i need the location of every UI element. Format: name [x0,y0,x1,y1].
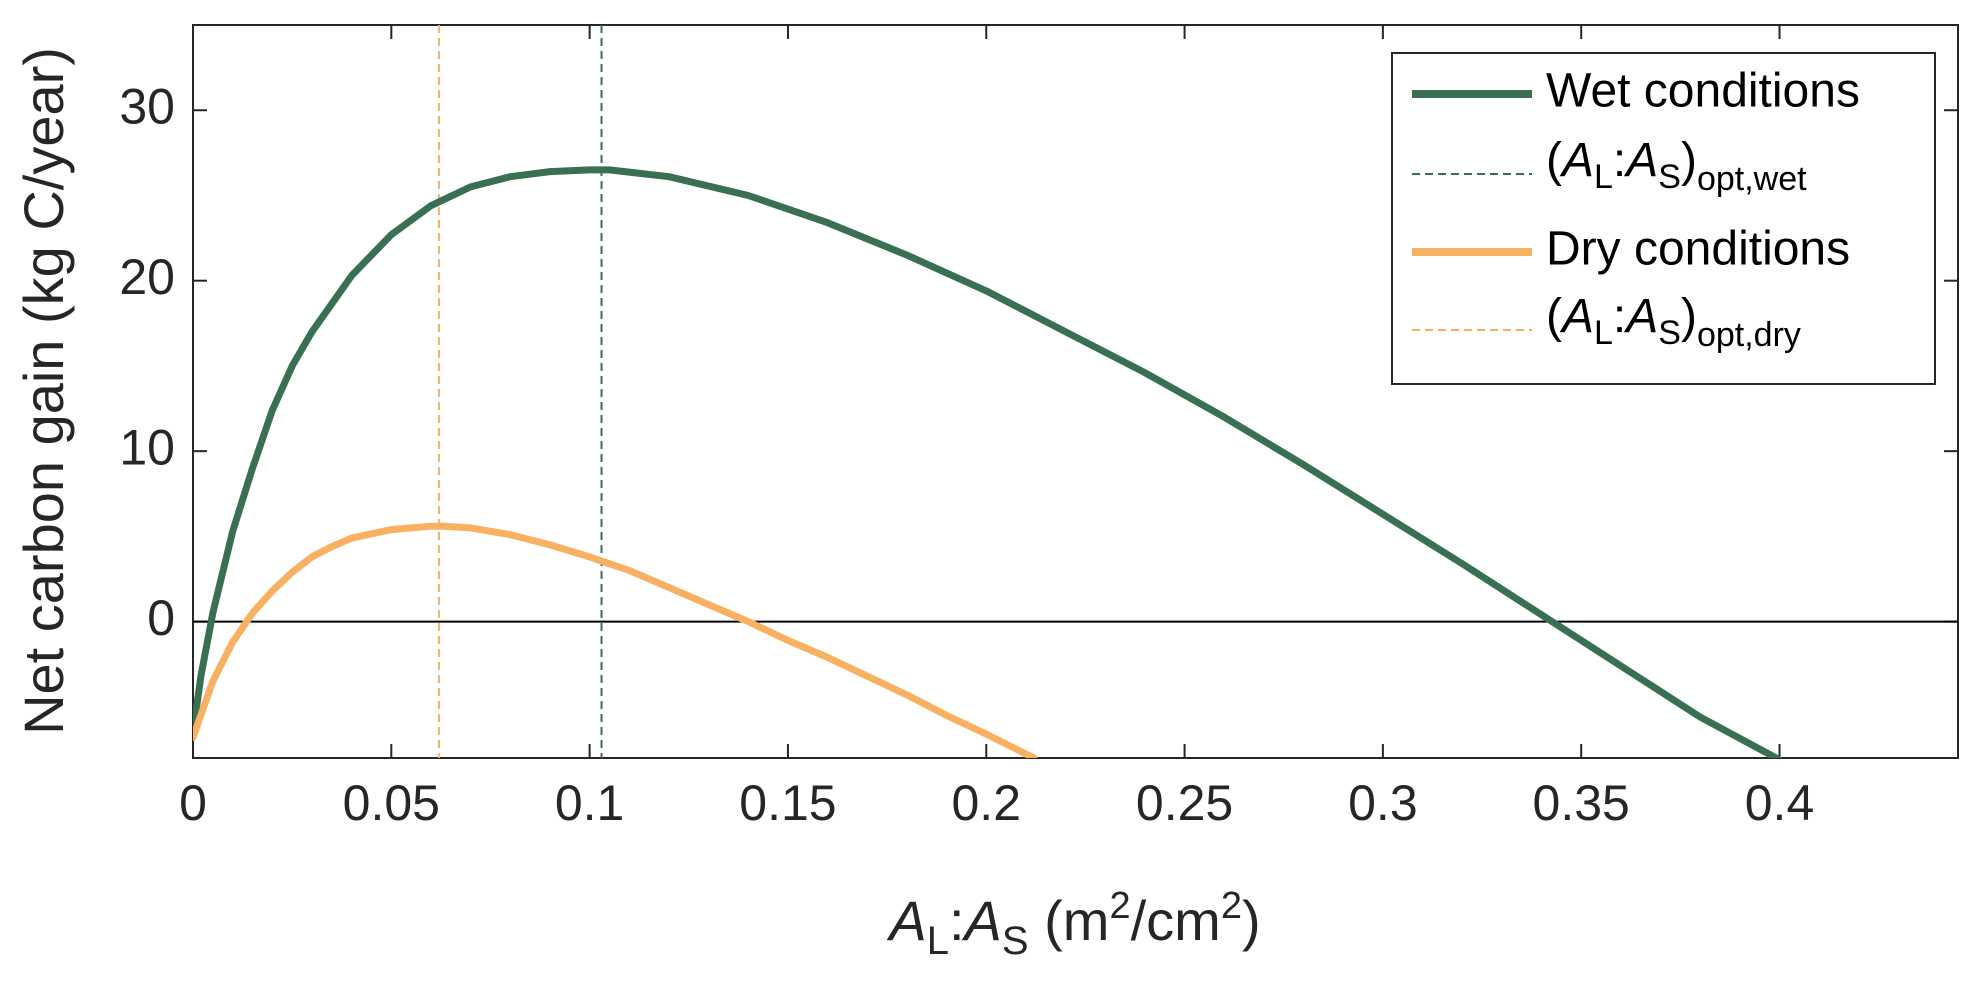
x-axis-title-sep: : [949,889,965,952]
legend-opt-wet-var1: A [1559,134,1594,187]
y-tick-label: 0 [147,590,175,646]
legend-opt-dry-sep: : [1613,290,1626,343]
legend-opt-wet-var2: A [1623,134,1658,187]
series-layer [193,25,1784,758]
x-tick-label: 0 [179,775,207,831]
legend-opt-wet-close: ) [1681,134,1697,187]
legend-opt-wet-open: ( [1546,134,1562,187]
x-axis-title-var1: A [886,889,926,952]
x-axis: 0 0.05 0.1 0.15 0.2 0.25 0.3 0.35 0.4 [179,25,1814,831]
legend-opt-wet-sep: : [1613,134,1626,187]
series-line-2 [193,522,1038,758]
x-axis-title-sup1: 2 [1109,885,1130,927]
x-axis-title-sub1: L [927,919,949,963]
x-axis-title-units-mid: /cm [1131,889,1221,952]
x-axis-title-sup2: 2 [1221,885,1242,927]
legend-opt-wet-sub3: opt,wet [1697,160,1807,198]
x-axis-title: AL:AS (m2/cm2) [886,885,1260,963]
legend-box [1391,52,1936,385]
x-tick-label: 0.35 [1533,775,1630,831]
legend-opt-dry-var2: A [1623,290,1658,343]
x-tick-label: 0.25 [1136,775,1233,831]
legend-opt-dry-open: ( [1546,290,1562,343]
x-tick-label: 0.4 [1745,775,1815,831]
x-tick-label: 0.2 [952,775,1022,831]
y-axis: 0 10 20 30 [119,78,1958,646]
x-axis-title-sub2: S [1002,919,1029,963]
x-tick-label: 0.15 [739,775,836,831]
x-tick-label: 0.1 [555,775,625,831]
legend: Wet conditions (AL:AS)opt,wet Dry condit… [1391,52,1936,385]
legend-label-wet: Wet conditions [1546,65,1860,118]
x-axis-title-var2: A [962,889,1002,952]
y-tick-label: 20 [119,249,175,305]
legend-label-opt-wet: (AL:AS)opt,wet [1546,134,1807,198]
x-tick-label: 0.05 [343,775,440,831]
legend-label-opt-dry: (AL:AS)opt,dry [1546,290,1801,354]
legend-opt-dry-var1: A [1559,290,1594,343]
x-axis-title-units-open: (m [1029,889,1110,952]
y-axis-title: Net carbon gain (kg C/year) [12,47,75,735]
y-tick-label: 10 [119,419,175,475]
legend-label-dry: Dry conditions [1546,223,1850,276]
legend-opt-dry-sub1: L [1594,314,1613,352]
series-line-0 [193,166,1784,758]
plot-area-frame [192,24,1959,759]
legend-opt-dry-sub3: opt,dry [1697,316,1801,354]
legend-opt-dry-close: ) [1681,290,1697,343]
x-axis-title-units-close: ) [1242,889,1261,952]
legend-opt-dry-sub2: S [1658,314,1681,352]
legend-opt-wet-sub1: L [1594,158,1613,196]
y-tick-label: 30 [119,78,175,134]
legend-opt-wet-sub2: S [1658,158,1681,196]
x-tick-label: 0.3 [1348,775,1418,831]
